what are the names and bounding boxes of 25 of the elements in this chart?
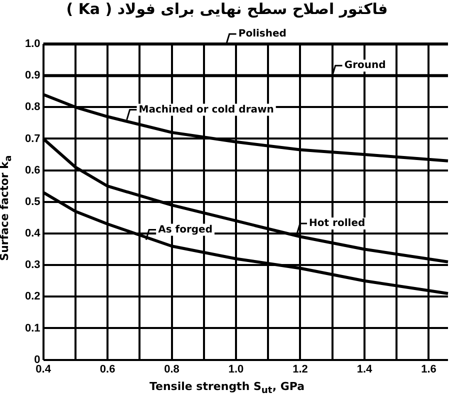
y-tick-label: 0.9 [24, 70, 40, 82]
annotation: Hot rolled [309, 218, 366, 230]
annotation: Polished [238, 28, 286, 40]
x-tick-label: 0.6 [100, 363, 116, 376]
y-tick-label: 0.1 [24, 322, 40, 334]
annotation: Machined or cold drawn [138, 104, 274, 116]
annotation: Ground [344, 60, 386, 72]
x-tick-label: 0.8 [164, 363, 180, 376]
y-tick-label: 1.0 [24, 38, 40, 50]
x-tick-label: 1.4 [356, 363, 374, 376]
y-tick-label: 0.5 [24, 196, 40, 208]
x-tick-label: 1.0 [228, 363, 244, 376]
annotation: As forged [158, 224, 213, 236]
y-tick-label: 0.2 [24, 290, 40, 303]
x-axis-title: Tensile strength S$_{ut}$, GPa [148, 380, 306, 396]
y-tick-label: 0.6 [24, 164, 40, 176]
y-tick-label: 0.7 [24, 132, 40, 145]
x-tick-label: 1.6 [421, 363, 436, 376]
x-tick-label: 1.2 [292, 363, 308, 376]
y-tick-label: 0.3 [24, 259, 40, 272]
y-tick-label: 0 [34, 354, 40, 366]
y-tick-label: 0.4 [24, 228, 42, 240]
x-tick-label: 0.4 [36, 363, 52, 376]
y-tick-label: 0.8 [24, 101, 40, 114]
chart-title: فاکتور اصلاح سطح نهایی برای فولاد ( Ka ) [65, 0, 389, 18]
